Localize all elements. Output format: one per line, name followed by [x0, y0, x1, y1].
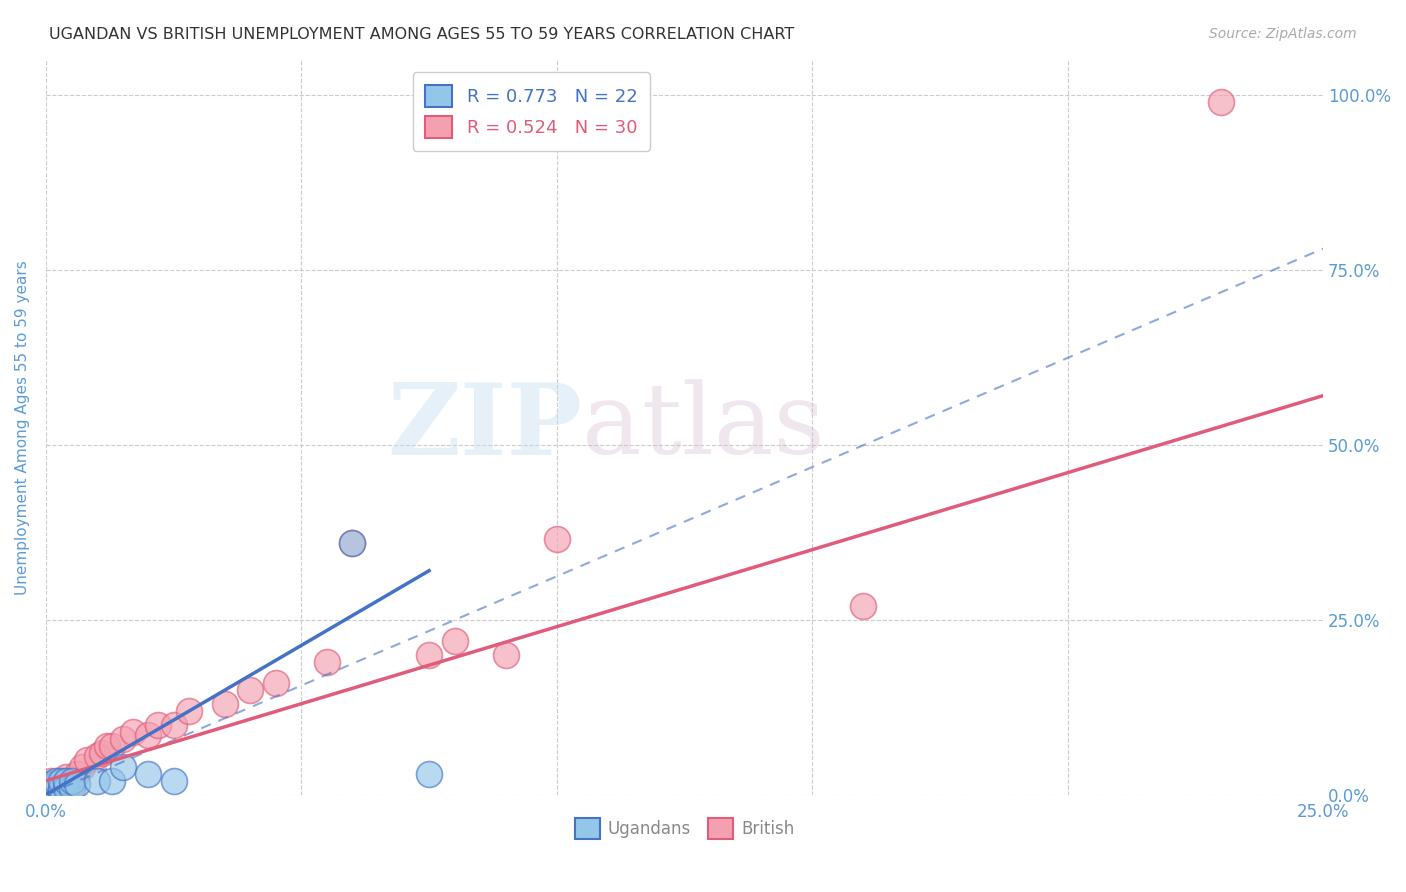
Point [70, 760, 93, 774]
Point [51, 780, 73, 795]
Point [55, 770, 77, 784]
Point [45, 780, 67, 795]
Point [495, 648, 517, 662]
Point [546, 532, 568, 546]
Point [60, 780, 83, 795]
Text: atlas: atlas [582, 379, 825, 475]
Point [65, 766, 87, 780]
Point [418, 648, 440, 662]
Text: UGANDAN VS BRITISH UNEMPLOYMENT AMONG AGES 55 TO 59 YEARS CORRELATION CHART: UGANDAN VS BRITISH UNEMPLOYMENT AMONG AG… [49, 27, 794, 42]
Point [111, 731, 134, 746]
Point [51, 773, 73, 788]
Point [177, 704, 200, 718]
Point [239, 682, 262, 697]
Point [55, 780, 77, 795]
Point [86, 749, 108, 764]
Point [96, 739, 118, 753]
Point [91, 746, 114, 760]
Point [418, 766, 440, 780]
Point [1209, 95, 1232, 109]
Point [60, 777, 83, 791]
Point [121, 724, 143, 739]
Point [45, 777, 67, 791]
Text: ZIP: ZIP [388, 378, 582, 475]
Point [163, 773, 186, 788]
Point [51, 784, 73, 798]
Point [76, 753, 98, 767]
Point [101, 739, 124, 753]
Point [342, 535, 364, 549]
Point [264, 675, 287, 690]
Legend: Ugandans, British: Ugandans, British [568, 812, 801, 846]
Text: Source: ZipAtlas.com: Source: ZipAtlas.com [1209, 27, 1357, 41]
Point [45, 784, 67, 798]
Point [39, 773, 62, 788]
Point [60, 773, 83, 788]
Point [111, 760, 134, 774]
Point [55, 773, 77, 788]
Point [101, 773, 124, 788]
Point [214, 697, 236, 711]
Point [39, 777, 62, 791]
Point [136, 766, 159, 780]
Point [45, 777, 67, 791]
Point [39, 780, 62, 795]
Point [163, 717, 186, 731]
Point [852, 599, 875, 613]
Point [316, 655, 339, 669]
Point [39, 784, 62, 798]
Point [136, 728, 159, 742]
Point [148, 717, 170, 731]
Point [51, 773, 73, 788]
Y-axis label: Unemployment Among Ages 55 to 59 years: Unemployment Among Ages 55 to 59 years [15, 260, 30, 595]
Point [86, 773, 108, 788]
Point [45, 773, 67, 788]
Point [443, 633, 465, 648]
Point [342, 535, 364, 549]
Point [39, 780, 62, 795]
Point [65, 777, 87, 791]
